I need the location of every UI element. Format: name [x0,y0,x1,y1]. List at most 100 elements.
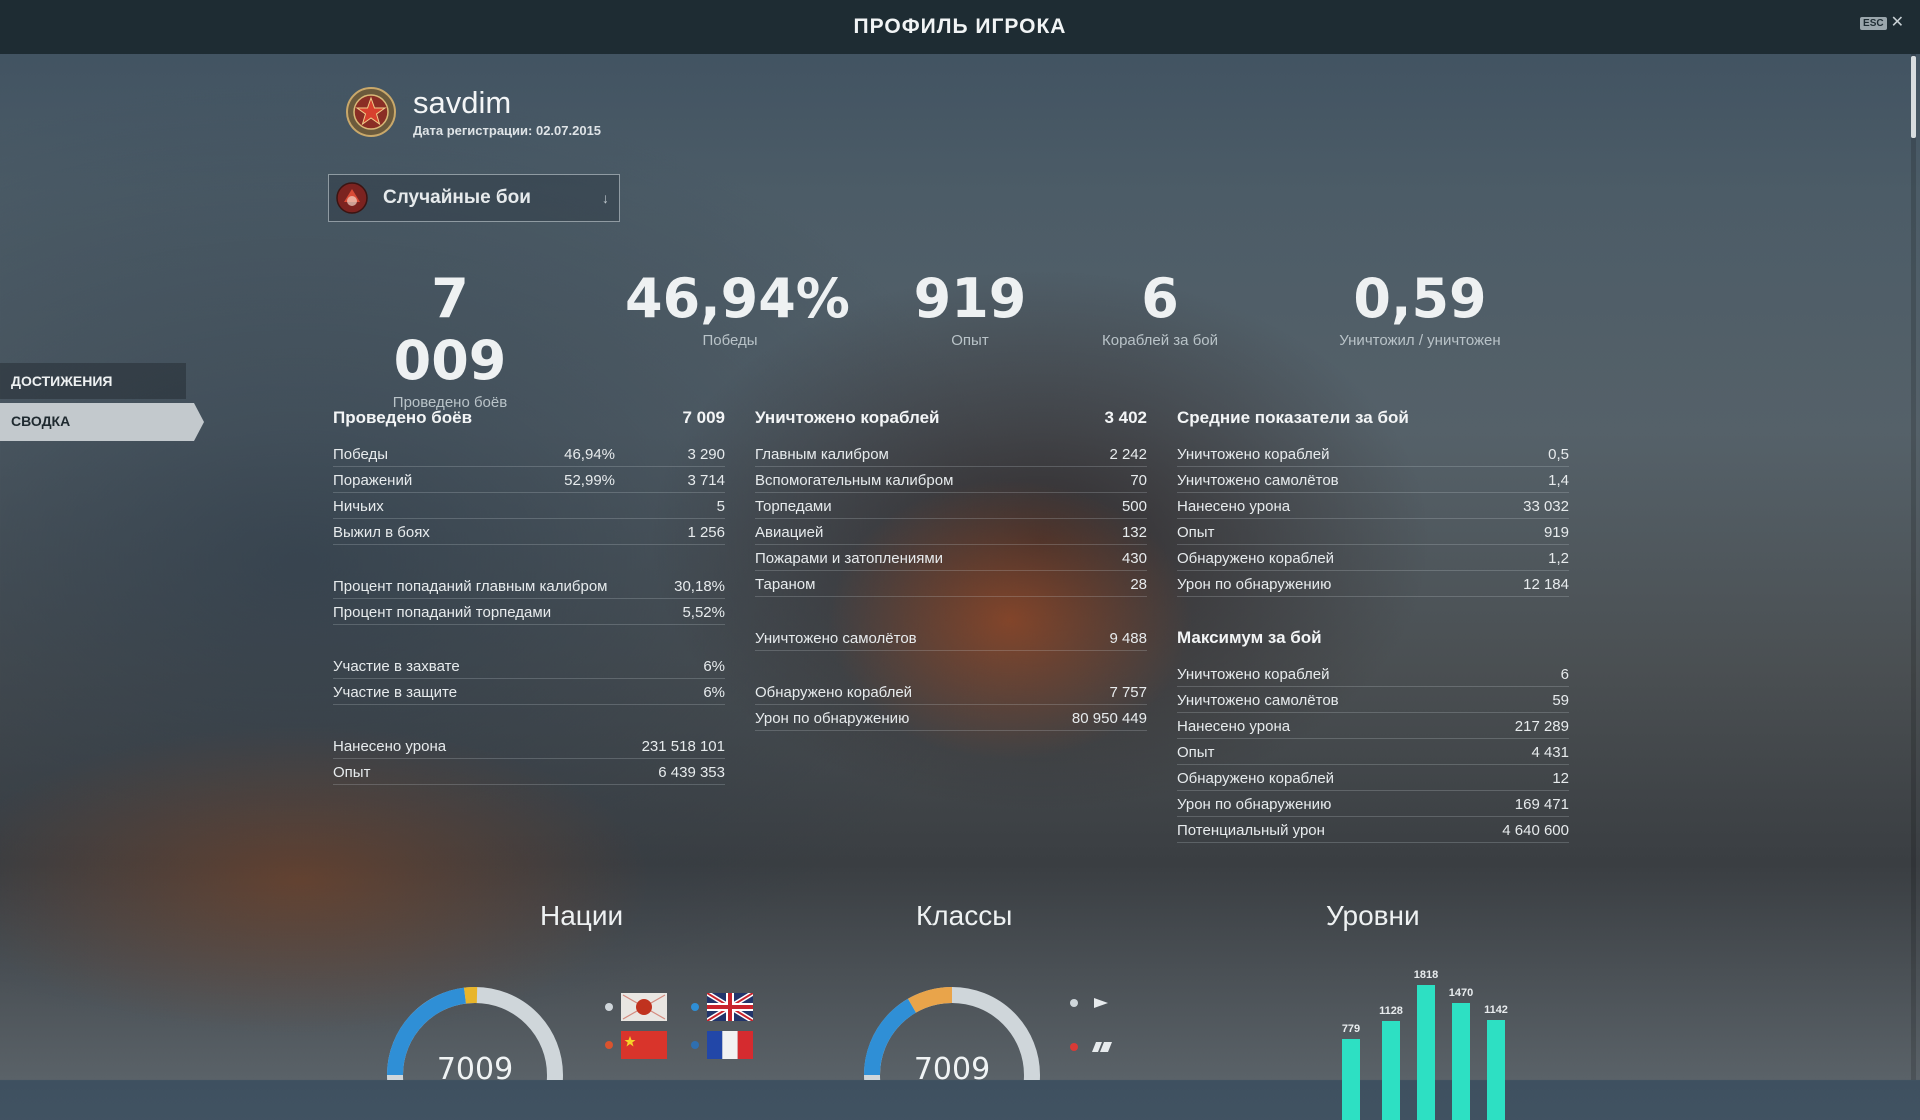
sidebar-item-achievements[interactable]: ДОСТИЖЕНИЯ [0,363,186,399]
stat-row: Опыт 4 431 [1177,740,1569,765]
stat-row: Обнаружено кораблей 12 [1177,766,1569,791]
active-tab-shape [0,403,204,441]
uk-flag-icon [707,993,753,1021]
stat-row: Тараном 28 [755,572,1147,597]
chevron-down-icon: ↓ [602,190,609,206]
profile-header: savdim Дата регистрации: 02.07.2015 [345,86,601,138]
classes-donut-total: 7009 [913,1052,991,1087]
section-header: Уничтожено кораблей 3 402 [755,408,1147,432]
registration-date: Дата регистрации: 02.07.2015 [413,122,602,138]
sidebar-item-label: СВОДКА [11,413,71,429]
summary-value: 6 [1141,267,1179,330]
section-header: Максимум за бой [1177,628,1569,652]
japan-flag-icon [621,993,667,1021]
summary-wins: 46,94% Победы [625,267,850,350]
battle-type-dropdown[interactable]: Случайные бои ↓ [328,174,620,222]
summary-value: 46,94% [625,267,850,330]
summary-label: Кораблей за бой [1101,332,1219,349]
summary-label: Уничтожил / уничтожен [1339,332,1501,349]
stat-row: Уничтожено кораблей 0,5 [1177,442,1569,467]
section-title: Максимум за бой [1177,628,1322,647]
battles-column: Проведено боёв 7 009 Победы 46,94% 3 290 П… [333,408,725,786]
section-total: 7 009 [682,408,725,427]
scrollbar-track[interactable] [1911,54,1916,1080]
tier-bar [1452,1003,1470,1120]
france-flag-icon [707,1031,753,1059]
stat-row: Участие в защите 6% [333,680,725,705]
stat-row: Победы 46,94% 3 290 [333,442,725,467]
stat-row: Уничтожено самолётов 1,4 [1177,468,1569,493]
nations-legend [605,988,777,1064]
close-icon: ✕ [1890,14,1904,31]
section-header: Проведено боёв 7 009 [333,408,725,432]
summary-value: 919 [913,267,1027,330]
summary-value: 7 009 [393,267,507,392]
stat-row: Процент попаданий торпедами 5,52% [333,600,725,625]
stat-row: Главным калибром 2 242 [755,442,1147,467]
section-header: Средние показатели за бой [1177,408,1569,432]
sidebar-item-summary[interactable]: СВОДКА [0,403,204,441]
summary-battles: 7 009 Проведено боёв [370,267,530,412]
nations-chart-title: Нации [540,900,624,931]
stat-row: Урон по обнаружению 12 184 [1177,572,1569,597]
stat-row: Опыт 919 [1177,520,1569,545]
stat-row: Пожарами и затоплениями 430 [755,546,1147,571]
tier-bar-label: 1470 [1448,987,1474,1000]
stat-row: Урон по обнаружению 80 950 449 [755,706,1147,731]
sidebar-item-label: ДОСТИЖЕНИЯ [11,373,113,389]
summary-label: Проведено боёв [392,394,508,411]
destroyer-class-icon [1094,998,1108,1008]
close-button[interactable]: ESC ✕ [1860,14,1904,31]
window-title: ПРОФИЛЬ ИГРОКА [853,15,1067,38]
stat-row: Потенциальный урон 4 640 600 [1177,818,1569,843]
tier-bar-label: 1142 [1484,1004,1508,1017]
stat-row: Уничтожено самолётов 9 488 [755,626,1147,651]
tier-bar [1382,1021,1400,1120]
summary-experience: 919 Опыт [900,267,1040,350]
stat-row: Нанесено урона 231 518 101 [333,734,725,759]
stat-row: Обнаружено кораблей 1,2 [1177,546,1569,571]
tier-bar-label: 779 [1341,1023,1361,1036]
classes-donut [864,986,1040,1080]
stat-row: Участие в захвате 6% [333,654,725,679]
stat-row: Уничтожено кораблей 6 [1177,662,1569,687]
stat-row: Вспомогательным калибром 70 [755,468,1147,493]
stat-row: Авиацией 132 [755,520,1147,545]
classes-legend [1070,992,1114,1058]
tier-bar [1487,1020,1505,1120]
stat-row: Нанесено урона 33 032 [1177,494,1569,519]
nations-donut [387,986,563,1080]
battle-type-selected: Случайные бои [383,187,531,208]
scrollbar-thumb[interactable] [1911,56,1916,138]
nations-donut-total: 7009 [436,1052,514,1087]
stat-row: Уничтожено самолётов 59 [1177,688,1569,713]
destroyed-column: Уничтожено кораблей 3 402 Главным калибр… [755,408,1147,732]
esc-key-hint: ESC [1860,16,1887,30]
section-title: Средние показатели за бой [1177,408,1409,427]
stat-row: Опыт 6 439 353 [333,760,725,785]
summary-label: Опыт [951,332,989,349]
player-name: savdim [413,84,512,120]
summary-ships-per-battle: 6 Кораблей за бой [1090,267,1230,350]
stat-row: Урон по обнаружению 169 471 [1177,792,1569,817]
rank-emblem-icon [346,87,396,137]
stat-row: Торпедами 500 [755,494,1147,519]
tiers-chart-title: Уровни [1326,900,1420,931]
classes-chart-title: Классы [916,900,1013,931]
legend-dot [605,1041,613,1049]
summary-kd-ratio: 0,59 Уничтожил / уничтожен [1320,267,1520,350]
section-total: 3 402 [1104,408,1147,427]
legend-dot [691,1003,699,1011]
china-flag-icon [621,1031,667,1059]
legend-dot [605,1003,613,1011]
stat-row: Обнаружено кораблей 7 757 [755,680,1147,705]
cruiser-class-icon [1092,1042,1112,1052]
legend-dot [691,1041,699,1049]
section-title: Проведено боёв [333,408,473,427]
summary-value: 0,59 [1353,267,1487,330]
stat-row: Поражений 52,99% 3 714 [333,468,725,493]
legend-dot [1070,1043,1078,1051]
title-bar: ПРОФИЛЬ ИГРОКА ESC ✕ [0,0,1920,54]
tiers-bar-chart: 779 1128 1818 1470 1142 [1340,969,1520,1120]
averages-column: Средние показатели за бой Уничтожено кор… [1177,408,1569,844]
